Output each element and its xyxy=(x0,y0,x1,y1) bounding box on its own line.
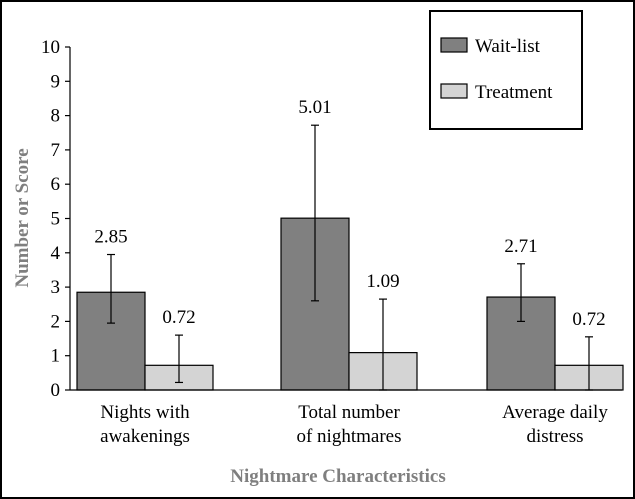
y-axis-label: Number or Score xyxy=(12,148,33,287)
y-tick-label-10: 10 xyxy=(41,37,60,58)
error-bar-wait-list-1 xyxy=(311,124,319,302)
data-label-treatment-2: 0.72 xyxy=(572,309,605,330)
error-bar-wait-list-0 xyxy=(107,253,115,324)
legend-box xyxy=(429,10,583,130)
legend: Wait-list Treatment xyxy=(429,10,583,130)
data-label-wait-list-1: 5.01 xyxy=(298,97,331,118)
error-bar-treatment-0 xyxy=(175,334,183,384)
legend-swatch-treatment xyxy=(440,83,468,99)
y-tick-label-8: 8 xyxy=(51,106,61,127)
legend-label-treatment: Treatment xyxy=(475,82,553,103)
y-tick-label-1: 1 xyxy=(51,346,61,367)
error-bar-wait-list-2 xyxy=(517,263,525,322)
y-tick-label-3: 3 xyxy=(51,277,61,298)
y-tick-label-6: 6 xyxy=(51,174,61,195)
legend-label-wait-list: Wait-list xyxy=(475,36,541,57)
y-tick-label-4: 4 xyxy=(51,243,61,264)
y-tick-label-5: 5 xyxy=(51,209,61,230)
y-tick-label-0: 0 xyxy=(51,380,61,401)
y-tick-label-9: 9 xyxy=(51,71,61,92)
error-bars-layer xyxy=(107,124,593,391)
legend-swatch-wait-list xyxy=(440,37,468,53)
x-axis-label: Nightmare Characteristics xyxy=(230,466,445,487)
x-category-label-2: Average daily distress xyxy=(502,402,608,447)
data-labels-layer: 2.85 0.72 5.01 1.09 2.71 0.72 xyxy=(94,97,605,330)
y-tick-labels: 0 1 2 3 4 5 6 7 8 9 10 xyxy=(41,37,70,401)
data-label-wait-list-2: 2.71 xyxy=(504,236,537,257)
data-label-wait-list-0: 2.85 xyxy=(94,227,127,248)
x-category-label-0: Nights with awakenings xyxy=(100,402,190,447)
x-category-label-1: Total number of nightmares xyxy=(296,402,401,447)
y-tick-label-2: 2 xyxy=(51,311,61,332)
x-category-labels: Nights with awakenings Total number of nigh… xyxy=(100,402,608,447)
bars-layer xyxy=(76,217,624,391)
data-label-treatment-0: 0.72 xyxy=(162,307,195,328)
y-tick-label-7: 7 xyxy=(51,140,61,161)
data-label-treatment-1: 1.09 xyxy=(366,271,399,292)
